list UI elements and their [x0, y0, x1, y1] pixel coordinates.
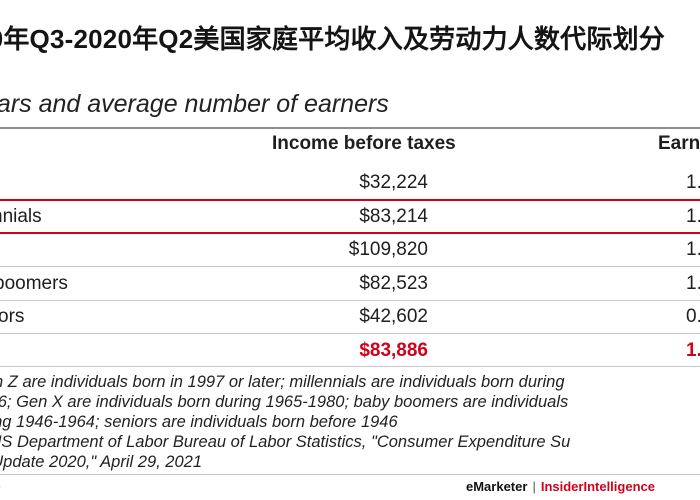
income-value: $32,224 — [359, 172, 428, 193]
header-rule — [0, 127, 700, 129]
earners-value: 1. — [686, 339, 700, 361]
footer-rule — [0, 474, 700, 475]
emarketer-logo: eMarketer — [466, 479, 528, 494]
table-row: ors $42,602 0. — [0, 300, 700, 333]
income-value: $83,214 — [359, 205, 428, 227]
column-header-income: Income before taxes — [272, 133, 456, 154]
chart-title: 19年Q3-2020年Q2美国家庭平均收入及劳动力人数代际划分 — [0, 24, 665, 54]
income-value: $83,886 — [359, 339, 428, 361]
column-header-earners: Earners — [658, 133, 700, 154]
earners-value: 1. — [686, 205, 700, 227]
income-value: $109,820 — [348, 239, 428, 260]
footer-id: 6 — [0, 479, 1, 493]
table-bottom-rule — [0, 366, 700, 367]
earners-value: 1. — [686, 239, 700, 260]
earners-value: 0. — [686, 306, 700, 327]
table-row: nnials $83,214 1. — [0, 200, 700, 233]
income-value: $42,602 — [359, 306, 428, 327]
insider-intelligence-logo: InsiderIntelligence — [540, 479, 655, 494]
income-value: $82,523 — [359, 272, 428, 294]
row-divider — [0, 266, 700, 267]
notes-block: Note: Gen Z are individuals born in 1997… — [0, 372, 698, 472]
source-text: Source: US Department of Labor Bureau of… — [0, 433, 571, 471]
brand-separator: | — [532, 479, 536, 494]
row-divider — [0, 333, 700, 334]
earners-value: 1. — [686, 272, 700, 294]
table-row: boomers $82,523 1. — [0, 267, 700, 300]
chart-subtitle: dollars and average number of earners — [0, 90, 389, 118]
row-divider — [0, 299, 700, 301]
generation-label: boomers — [0, 272, 68, 294]
note-text: Note: Gen Z are individuals born in 1997… — [0, 373, 569, 431]
highlight-border-bottom — [0, 232, 700, 234]
footer-brand: eMarketer | InsiderIntelligence — [466, 479, 655, 494]
generation-label: nnials — [0, 205, 42, 227]
earners-value: 1. — [686, 172, 700, 193]
generation-label: ors — [0, 306, 25, 327]
highlight-border-top — [0, 198, 700, 201]
